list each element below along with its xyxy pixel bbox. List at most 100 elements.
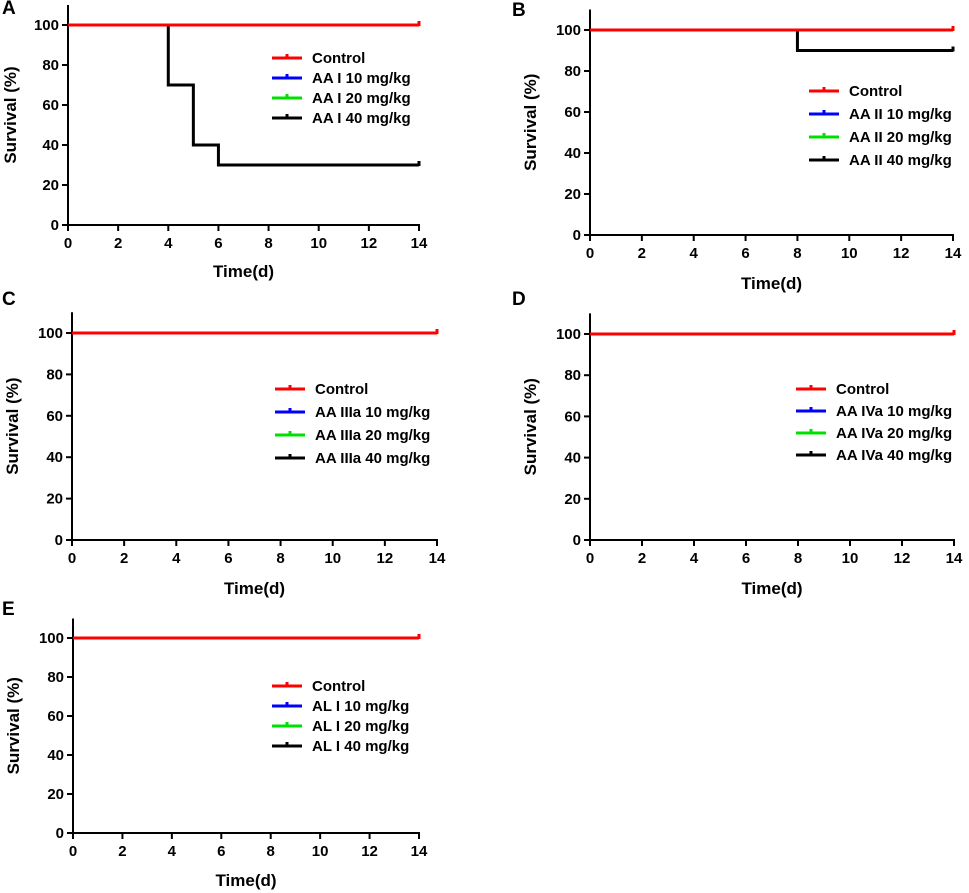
panel-e-x-tick-label: 0 xyxy=(69,843,77,860)
panel-c-y-tick-label: 20 xyxy=(46,491,63,508)
panel-b-y-tick-label: 0 xyxy=(573,227,581,244)
panel-b-x-tick-label: 14 xyxy=(945,245,962,262)
panel-b-x-tick-label: 10 xyxy=(841,245,858,262)
panel-a-x-tick-label: 12 xyxy=(361,235,378,252)
panel-e-y-tick-label: 60 xyxy=(47,708,64,725)
panel-c-legend-label: AA IIIa 20 mg/kg xyxy=(315,427,430,444)
panel-e-y-tick-label: 100 xyxy=(39,630,64,647)
panel-d-legend-label: AA IVa 10 mg/kg xyxy=(836,403,952,420)
panel-e-legend-label: Control xyxy=(312,678,365,695)
panel-d-x-tick-label: 14 xyxy=(946,550,963,567)
panel-a-legend-label: AA I 40 mg/kg xyxy=(312,110,411,127)
panel-b-x-tick-label: 4 xyxy=(690,245,699,262)
panel-b-y-tick-label: 60 xyxy=(564,104,581,121)
panel-d-legend-label: AA IVa 40 mg/kg xyxy=(836,447,952,464)
panel-a-legend-label: AA I 10 mg/kg xyxy=(312,70,411,87)
panel-e-y-tick-label: 80 xyxy=(47,669,64,686)
panel-c-x-tick-label: 8 xyxy=(276,550,284,567)
panel-b-y-tick-label: 40 xyxy=(564,145,581,162)
panel-d-y-tick-label: 0 xyxy=(573,532,581,549)
panel-b-legend-label: AA II 20 mg/kg xyxy=(849,129,952,146)
panel-e-y-tick-label: 40 xyxy=(47,747,64,764)
panel-e-legend-label: AL I 10 mg/kg xyxy=(312,698,409,715)
panel-c-y-tick-label: 40 xyxy=(46,449,63,466)
panel-a-x-axis-title: Time(d) xyxy=(213,262,274,281)
panel-c-x-axis-title: Time(d) xyxy=(224,579,285,598)
panel-c-x-tick-label: 14 xyxy=(429,550,446,567)
panel-a-legend-label: AA I 20 mg/kg xyxy=(312,90,411,107)
panel-c-x-tick-label: 0 xyxy=(68,550,76,567)
panel-b-legend-label: AA II 10 mg/kg xyxy=(849,106,952,123)
panel-d-x-tick-label: 4 xyxy=(690,550,699,567)
panel-c-x-tick-label: 4 xyxy=(172,550,181,567)
panel-e-letter: E xyxy=(2,599,15,620)
panel-c-y-tick-label: 0 xyxy=(55,532,63,549)
panel-b-legend-label: AA II 40 mg/kg xyxy=(849,152,952,169)
panel-d-letter: D xyxy=(512,289,526,310)
panel-b-legend-label: Control xyxy=(849,83,902,100)
panel-a-x-tick-label: 2 xyxy=(114,235,122,252)
panel-b-x-tick-label: 6 xyxy=(741,245,749,262)
panel-c-legend-label: AA IIIa 10 mg/kg xyxy=(315,404,430,421)
panel-c-x-tick-label: 12 xyxy=(377,550,394,567)
panel-a-x-tick-label: 10 xyxy=(310,235,327,252)
panel-e-x-tick-label: 6 xyxy=(217,843,225,860)
panel-a-legend-label: Control xyxy=(312,50,365,67)
panel-a-x-tick-label: 14 xyxy=(411,235,428,252)
panel-d-x-tick-label: 12 xyxy=(894,550,911,567)
panel-a: A 0 20 40 60 80 100 0 2 4 6 8 10 12 14 Time(d) Survival … xyxy=(1,0,428,281)
panel-c-y-axis-title: Survival (%) xyxy=(3,377,22,474)
panel-e-y-tick-label: 0 xyxy=(56,825,64,842)
panel-c-y-tick-label: 60 xyxy=(46,408,63,425)
panel-b-y-tick-label: 80 xyxy=(564,63,581,80)
panel-d-y-tick-label: 80 xyxy=(564,367,581,384)
panel-b-series-line-dose40 xyxy=(590,28,953,52)
panel-d: D 0 20 40 60 80 100 0 2 4 6 8 10 12 14 Time(d) Survival … xyxy=(512,289,963,598)
panel-a-y-tick-label: 100 xyxy=(34,17,59,34)
panel-b-x-tick-label: 8 xyxy=(793,245,801,262)
panel-a-letter: A xyxy=(2,0,16,19)
panel-e-y-tick-label: 20 xyxy=(47,786,64,803)
panel-a-y-tick-label: 40 xyxy=(42,137,59,154)
panel-c-y-tick-label: 80 xyxy=(46,366,63,383)
panel-d-y-tick-label: 60 xyxy=(564,408,581,425)
panel-c-x-tick-label: 6 xyxy=(224,550,232,567)
panel-a-x-tick-label: 6 xyxy=(214,235,222,252)
panel-a-y-tick-label: 0 xyxy=(51,217,59,234)
panel-b-letter: B xyxy=(512,0,526,21)
panel-c-legend-label: AA IIIa 40 mg/kg xyxy=(315,450,430,467)
panel-a-x-tick-label: 8 xyxy=(264,235,272,252)
panel-d-legend-label: AA IVa 20 mg/kg xyxy=(836,425,952,442)
panel-e-x-tick-label: 14 xyxy=(411,843,428,860)
panel-e: E 0 20 40 60 80 100 0 2 4 6 8 10 12 14 Time(d) Survival … xyxy=(2,599,428,890)
panel-a-x-tick-label: 0 xyxy=(64,235,72,252)
panel-d-x-tick-label: 8 xyxy=(794,550,802,567)
panel-d-x-tick-label: 6 xyxy=(742,550,750,567)
panel-b-y-tick-label: 20 xyxy=(564,186,581,203)
panel-a-y-tick-label: 80 xyxy=(42,57,59,74)
panel-a-y-axis-title: Survival (%) xyxy=(1,66,20,163)
panel-e-x-tick-label: 4 xyxy=(168,843,177,860)
panel-d-x-axis-title: Time(d) xyxy=(741,579,802,598)
panel-b-y-tick-label: 100 xyxy=(556,22,581,39)
panel-c-x-tick-label: 2 xyxy=(120,550,128,567)
panel-d-x-tick-label: 10 xyxy=(842,550,859,567)
panel-a-y-tick-label: 20 xyxy=(42,177,59,194)
panel-e-y-axis-title: Survival (%) xyxy=(4,677,23,774)
panel-d-x-tick-label: 0 xyxy=(586,550,594,567)
panel-e-x-tick-label: 12 xyxy=(361,843,378,860)
panel-c-x-tick-label: 10 xyxy=(324,550,341,567)
panel-c-legend-label: Control xyxy=(315,381,368,398)
panel-d-y-axis-title: Survival (%) xyxy=(521,378,540,475)
panel-a-x-tick-label: 4 xyxy=(164,235,173,252)
panel-e-x-tick-label: 2 xyxy=(118,843,126,860)
panel-d-y-tick-label: 40 xyxy=(564,450,581,467)
panel-c-letter: C xyxy=(2,289,16,310)
panel-c-y-tick-label: 100 xyxy=(38,325,63,342)
panel-e-legend-label: AL I 20 mg/kg xyxy=(312,718,409,735)
panel-b-x-tick-label: 12 xyxy=(893,245,910,262)
panel-e-x-axis-title: Time(d) xyxy=(215,871,276,890)
panel-a-series-line-dose40 xyxy=(68,23,419,167)
panel-b-x-axis-title: Time(d) xyxy=(741,274,802,293)
